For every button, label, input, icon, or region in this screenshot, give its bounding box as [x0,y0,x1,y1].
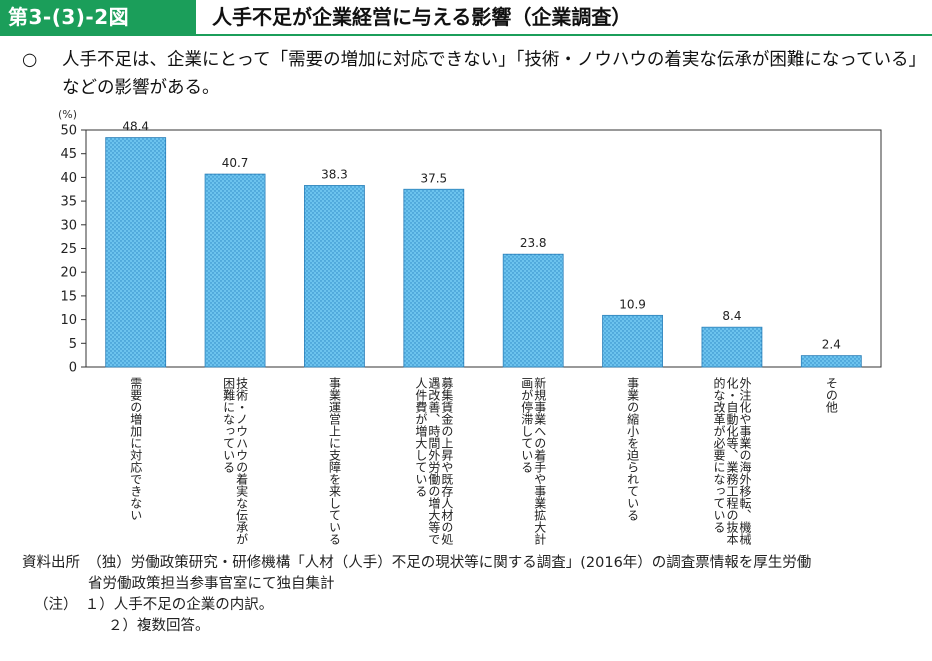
y-tick-label: 25 [60,242,77,257]
category-label: 的な改革が必要になっている [712,376,726,533]
y-axis: 0 5 10 15 20 25 30 35 40 45 50 [60,124,86,376]
bar [502,253,564,368]
bar [204,173,266,368]
bar-chart: (%) 0 5 10 15 20 25 30 35 40 45 50 48.4 40.7 38.3 37.… [58,108,882,546]
y-tick-label: 20 [60,266,77,281]
bar [403,188,465,368]
data-label: 8.4 [722,309,741,323]
bars: 48.4 40.7 38.3 37.5 23.8 10.9 8.4 2.4 [105,120,862,368]
y-tick-label: 40 [60,171,77,186]
figure-number: 第3-(3)-2図 [0,0,196,34]
note-line-2: ２）複数回答。 [108,618,210,634]
category-label: その他 [824,377,838,413]
category-label: 画が停滞している [520,377,534,473]
bar [701,326,763,368]
category-label: 外注化や事業の海外移転、機械 [738,377,752,545]
category-label: 事業運営上に支障を来している [327,377,341,545]
y-axis-unit: (%) [58,108,77,121]
category-label: 遇改善、時間外労働の増大等で [427,377,441,545]
data-label: 2.4 [822,338,841,352]
header-rule [0,34,932,36]
y-tick-label: 5 [69,337,77,352]
y-tick-label: 45 [60,147,77,162]
category-label: 新規事業への着手や事業拡大計 [533,376,547,545]
figure-title: 人手不足が企業経営に与える影響（企業調査） [212,5,632,29]
category-label: 募集賃金の上昇や既存人材の処 [440,377,454,546]
summary-bullet: ○ [22,50,38,70]
category-labels: 需要の増加に対応できない 技術・ノウハウの着実な伝承が困難になっている 事業運営上に… [129,376,839,546]
y-tick-label: 10 [60,313,77,328]
y-tick-label: 30 [60,218,77,233]
bar [602,314,663,368]
summary-body: 人手不足は、企業にとって「需要の増加に対応できない」「技術・ノウハウの着実な伝承… [62,50,918,98]
note-line-1: （注） １）人手不足の企業の内訳。 [34,597,274,613]
data-label: 38.3 [321,167,348,181]
data-label: 48.4 [122,120,149,134]
summary-text: ○ 人手不足は、企業にとって「需要の増加に対応できない」「技術・ノウハウの着実な… [22,46,922,102]
category-label: 技術・ノウハウの着実な伝承が [235,377,249,545]
data-label: 37.5 [420,171,447,185]
data-label: 40.7 [222,156,249,170]
category-label: 困難になっている [222,377,236,473]
y-tick-label: 35 [60,195,77,210]
bar [800,355,862,368]
bar [105,137,167,368]
category-label: 事業の縮小を迫られている [626,377,640,521]
plot-frame [85,129,882,368]
source-line-2: 省労働政策担当参事官室にて独自集計 [88,576,335,592]
y-tick-label: 50 [60,124,77,139]
source-line-1: 資料出所 （独）労働政策研究・研修機構「人材（人手）不足の現状等に関する調査」(… [22,555,812,571]
y-tick-label: 15 [60,289,77,304]
data-label: 23.8 [520,236,547,250]
category-label: 需要の増加に対応できない [129,377,143,521]
category-label: 人件費が増大している [414,377,428,497]
source-notes: 資料出所 （独）労働政策研究・研修機構「人材（人手）不足の現状等に関する調査」(… [22,553,922,637]
bar [304,185,365,368]
data-label: 10.9 [619,297,646,311]
figure-header: 第3-(3)-2図 人手不足が企業経営に与える影響（企業調査） [0,0,932,36]
y-tick-label: 0 [69,361,77,376]
category-label: 化・自動化等、業務工程の抜本 [725,377,739,546]
